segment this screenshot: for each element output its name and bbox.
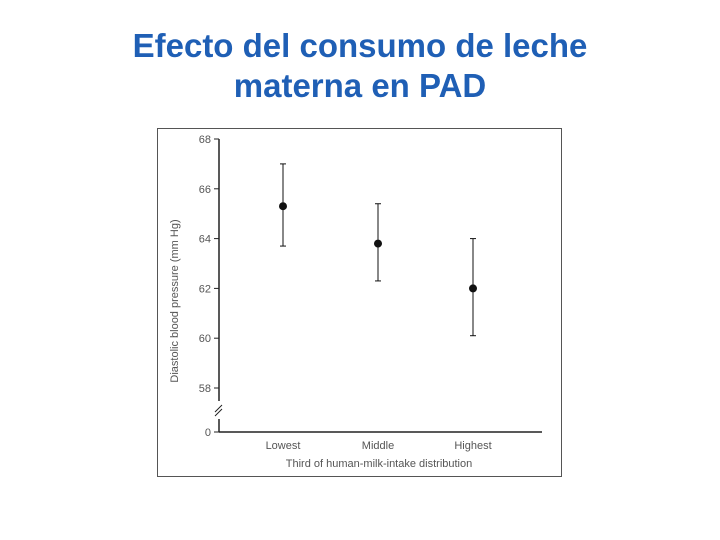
data-point xyxy=(469,284,477,293)
axis-break-mark xyxy=(214,404,223,413)
y-tick-label: 68 xyxy=(199,134,211,146)
x-tick-label: Highest xyxy=(454,440,491,452)
y-tick-label: 62 xyxy=(199,283,211,295)
x-tick-label: Lowest xyxy=(266,440,301,452)
chart-axes xyxy=(214,139,542,433)
y-tick-label: 58 xyxy=(199,383,211,395)
error-bar-chart: 68 66 64 62 60 58 0 Lowest Middle Highest Diasto… xyxy=(169,134,542,470)
y-tick-label: 66 xyxy=(199,184,211,196)
y-ticks: 68 66 64 62 60 58 0 xyxy=(199,134,219,439)
slide-title-line-2: materna en PAD xyxy=(233,67,487,104)
slide-title-line-1: Efecto del consumo de leche xyxy=(132,27,588,64)
y-tick-label: 0 xyxy=(205,427,211,439)
chart-figure: 68 66 64 62 60 58 0 Lowest Middle Highest Diasto… xyxy=(157,128,562,477)
data-point xyxy=(279,202,287,211)
x-tick-label: Middle xyxy=(362,440,394,452)
x-axis-label: Third of human-milk-intake distribution xyxy=(286,458,472,470)
data-point xyxy=(374,239,382,248)
axis-break-mark xyxy=(214,408,223,417)
y-axis-label: Diastolic blood pressure (mm Hg) xyxy=(169,219,181,382)
y-tick-label: 64 xyxy=(199,234,211,246)
chart-marks xyxy=(279,163,477,337)
x-tick-labels: Lowest Middle Highest xyxy=(266,440,492,452)
y-tick-label: 60 xyxy=(199,333,211,345)
slide-title: Efecto del consumo de leche materna en P… xyxy=(0,26,720,106)
